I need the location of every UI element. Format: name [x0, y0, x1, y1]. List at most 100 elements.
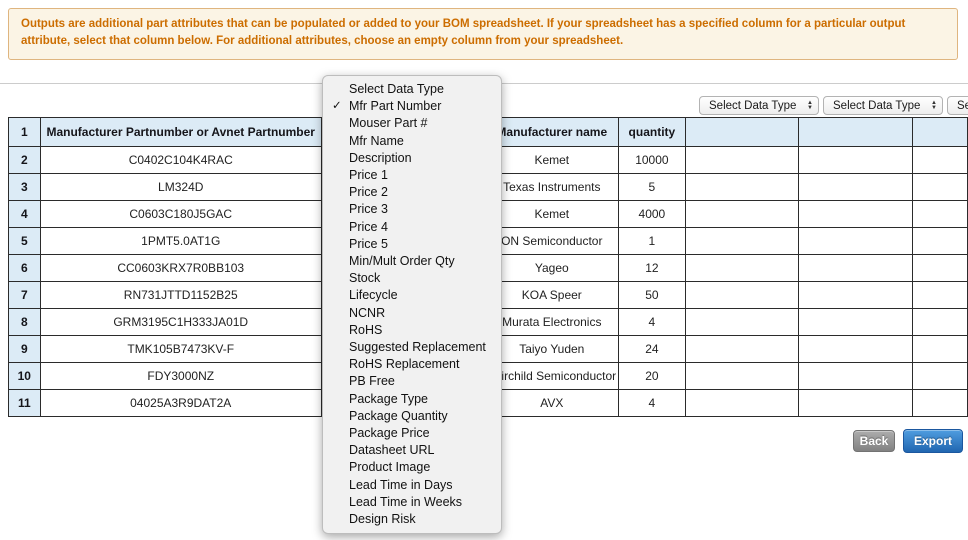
menu-item-label: Lead Time in Days — [349, 477, 453, 492]
manufacturer-cell: Fairchild Semiconductor — [484, 362, 620, 390]
empty-cell-3 — [912, 308, 968, 336]
menu-item[interactable]: Mouser Part # — [323, 115, 501, 132]
back-button[interactable]: Back — [853, 430, 895, 452]
menu-item-label: Mfr Part Number — [349, 99, 442, 114]
quantity-cell: 10000 — [618, 146, 686, 174]
empty-cell-2 — [798, 335, 914, 363]
data-type-select-1[interactable]: Select Data Type ▲ ▼ — [699, 96, 819, 115]
menu-item[interactable]: RoHS Replacement — [323, 356, 501, 373]
empty-cell-1 — [684, 281, 800, 309]
menu-item[interactable]: Price 4 — [323, 219, 501, 236]
empty-cell-1 — [684, 254, 800, 282]
select-stepper-icon: ▲ ▼ — [807, 99, 813, 111]
menu-item-label: Design Risk — [349, 512, 416, 527]
quantity-cell: 4000 — [618, 200, 686, 228]
menu-item[interactable]: RoHS — [323, 322, 501, 339]
menu-item-label: PB Free — [349, 374, 395, 389]
menu-item-label: Product Image — [349, 460, 431, 475]
menu-item[interactable]: ✓ Mfr Part Number — [323, 98, 501, 115]
partnumber-cell: FDY3000NZ — [39, 362, 322, 390]
menu-item[interactable]: NCNR — [323, 305, 501, 322]
quantity-cell: 20 — [618, 362, 686, 390]
quantity-cell: 50 — [618, 281, 686, 309]
menu-item[interactable]: Lead Time in Days — [323, 477, 501, 494]
partnumber-cell: C0603C180J5GAC — [39, 200, 322, 228]
empty-cell-3 — [912, 335, 968, 363]
empty-cell-2 — [798, 200, 914, 228]
menu-item[interactable]: Description — [323, 150, 501, 167]
row-number-cell: 10 — [8, 362, 41, 390]
data-type-select-2[interactable]: Select Data Type ▲ ▼ — [823, 96, 943, 115]
empty-cell-1 — [684, 200, 800, 228]
table-row: 8 GRM3195C1H333JA01D Murata Electronics … — [8, 308, 968, 336]
header-empty-3 — [912, 117, 968, 147]
manufacturer-cell: ON Semiconductor — [484, 227, 620, 255]
row-number-cell: 6 — [8, 254, 41, 282]
empty-cell-2 — [798, 146, 914, 174]
menu-item-label: Package Quantity — [349, 408, 448, 423]
menu-item[interactable]: Select Data Type — [323, 81, 501, 98]
header-row-number: 1 — [8, 117, 41, 147]
menu-item-label: Price 2 — [349, 185, 388, 200]
menu-item-label: Datasheet URL — [349, 443, 435, 458]
quantity-cell: 12 — [618, 254, 686, 282]
menu-item-label: Lead Time in Weeks — [349, 494, 463, 509]
manufacturer-cell: Taiyo Yuden — [484, 335, 620, 363]
menu-item-label: Price 5 — [349, 236, 388, 251]
quantity-cell: 4 — [618, 389, 686, 417]
menu-item-label: Package Price — [349, 426, 430, 441]
header-partnumber: Manufacturer Partnumber or Avnet Partnum… — [39, 117, 322, 147]
empty-cell-1 — [684, 308, 800, 336]
menu-item-label: RoHS — [349, 322, 383, 337]
empty-cell-1 — [684, 173, 800, 201]
select-stepper-icon: ▲ ▼ — [931, 99, 937, 111]
menu-item[interactable]: Product Image — [323, 459, 501, 476]
manufacturer-cell: Yageo — [484, 254, 620, 282]
menu-item-label: Mfr Name — [349, 133, 404, 148]
menu-item[interactable]: Price 2 — [323, 184, 501, 201]
menu-item[interactable]: Price 1 — [323, 167, 501, 184]
empty-cell-1 — [684, 335, 800, 363]
partnumber-cell: RN731JTTD1152B25 — [39, 281, 322, 309]
manufacturer-cell: KOA Speer — [484, 281, 620, 309]
menu-item[interactable]: Lifecycle — [323, 287, 501, 304]
manufacturer-cell: Kemet — [484, 146, 620, 174]
empty-cell-1 — [684, 146, 800, 174]
menu-item[interactable]: Package Price — [323, 425, 501, 442]
data-type-menu: Select Data Type ✓ Mfr Part Number Mouse… — [322, 75, 502, 535]
menu-item[interactable]: Price 3 — [323, 201, 501, 218]
quantity-cell: 5 — [618, 173, 686, 201]
partnumber-cell: CC0603KRX7R0BB103 — [39, 254, 322, 282]
menu-item[interactable]: Package Quantity — [323, 408, 501, 425]
data-type-select-3[interactable]: Select Data Type ▲▼ — [947, 96, 968, 115]
data-type-select-3-value: Select Data Type — [957, 99, 968, 112]
menu-item[interactable]: Price 5 — [323, 236, 501, 253]
manufacturer-cell: Texas Instruments — [484, 173, 620, 201]
row-number-cell: 7 — [8, 281, 41, 309]
manufacturer-cell: Murata Electronics — [484, 308, 620, 336]
menu-item[interactable]: Stock — [323, 270, 501, 287]
menu-item[interactable]: Min/Mult Order Qty — [323, 253, 501, 270]
menu-item[interactable]: Design Risk — [323, 511, 501, 528]
header-empty-2 — [798, 117, 914, 147]
header-manufacturer: Manufacturer name — [484, 117, 620, 147]
menu-item[interactable]: PB Free — [323, 373, 501, 390]
export-button[interactable]: Export — [903, 429, 963, 453]
partnumber-cell: C0402C104K4RAC — [39, 146, 322, 174]
empty-cell-3 — [912, 362, 968, 390]
menu-item-label: Price 3 — [349, 202, 388, 217]
row-number-cell: 3 — [8, 173, 41, 201]
menu-item[interactable]: Lead Time in Weeks — [323, 494, 501, 511]
row-number-cell: 4 — [8, 200, 41, 228]
empty-cell-2 — [798, 254, 914, 282]
menu-item[interactable]: Package Type — [323, 391, 501, 408]
quantity-cell: 4 — [618, 308, 686, 336]
menu-item-label: Suggested Replacement — [349, 340, 486, 355]
menu-item[interactable]: Suggested Replacement — [323, 339, 501, 356]
menu-item-label: Description — [349, 150, 412, 165]
row-number-cell: 2 — [8, 146, 41, 174]
empty-cell-2 — [798, 281, 914, 309]
menu-item-label: NCNR — [349, 305, 386, 320]
menu-item[interactable]: Datasheet URL — [323, 442, 501, 459]
menu-item[interactable]: Mfr Name — [323, 133, 501, 150]
